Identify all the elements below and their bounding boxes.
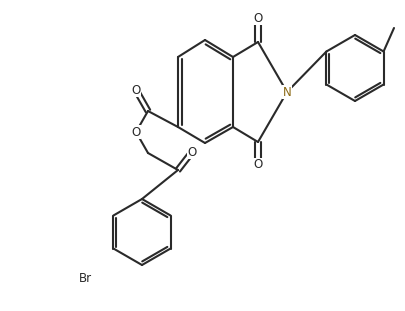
Text: Br: Br bbox=[79, 272, 92, 285]
Text: O: O bbox=[254, 12, 262, 25]
Text: O: O bbox=[131, 126, 141, 138]
Text: O: O bbox=[131, 83, 141, 96]
Text: O: O bbox=[188, 146, 196, 159]
Text: O: O bbox=[254, 159, 262, 171]
Text: N: N bbox=[283, 86, 291, 99]
